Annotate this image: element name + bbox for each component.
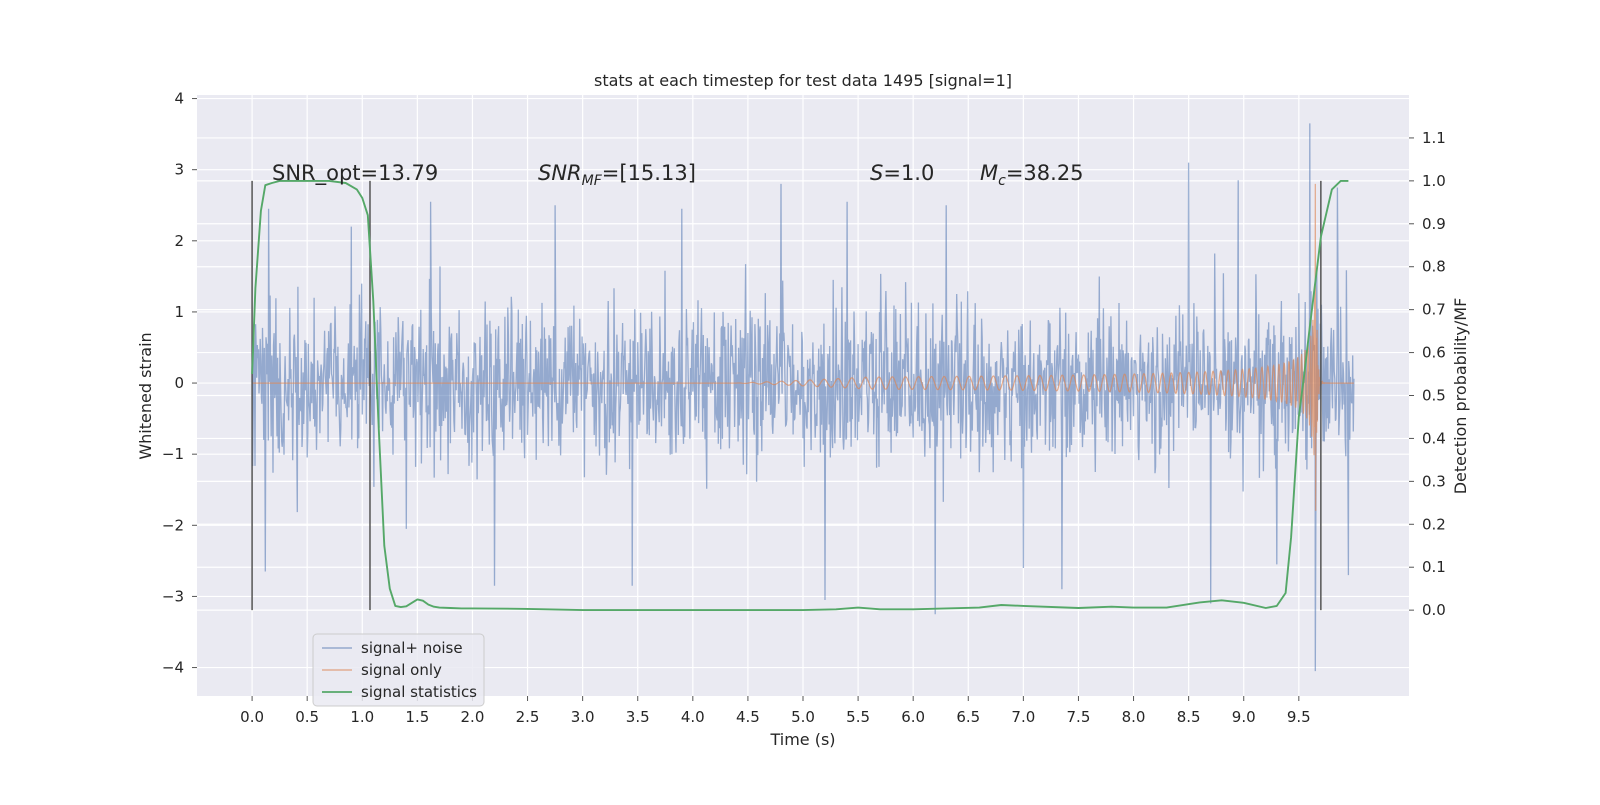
snr-mf-label: SNR xyxy=(538,161,582,185)
chart-title: stats at each timestep for test data 149… xyxy=(594,71,1012,90)
x-tick-label: 5.5 xyxy=(846,708,870,726)
y2-tick-label: 0.2 xyxy=(1422,515,1446,533)
mc-subscript: c xyxy=(998,173,1006,189)
x-axis-title: Time (s) xyxy=(769,730,835,749)
x-tick-label: 4.0 xyxy=(681,708,705,726)
snr-mf-subscript: MF xyxy=(582,173,603,189)
x-tick-label: 7.0 xyxy=(1011,708,1035,726)
legend-label-signal-noise: signal+ noise xyxy=(361,639,463,657)
x-tick-label: 8.5 xyxy=(1177,708,1201,726)
signal-statistics-line xyxy=(251,179,1349,612)
x-tick-label: 3.5 xyxy=(626,708,650,726)
y-tick-label: 1 xyxy=(174,303,184,321)
snr-mf-annotation: SNRMF=[15.13] xyxy=(538,161,696,189)
x-tick-label: 9.5 xyxy=(1287,708,1311,726)
mc-label: M xyxy=(980,161,998,185)
y2-axis-ticks: 1.1 1.0 0.9 0.8 0.7 0.6 0.5 0.4 0.3 0.2 0.1 0.0 xyxy=(1409,129,1446,619)
y-tick-label: −3 xyxy=(162,587,184,605)
x-tick-label: 1.5 xyxy=(405,708,429,726)
y-axis-ticks: 4 3 2 1 0 −1 −2 −3 −4 xyxy=(162,90,197,677)
snr-mf-value: =[15.13] xyxy=(602,161,696,185)
y2-tick-label: 0.9 xyxy=(1422,215,1446,233)
y-tick-label: −4 xyxy=(162,659,184,677)
y-axis-title: Whitened strain xyxy=(136,332,155,459)
x-tick-label: 7.5 xyxy=(1067,708,1091,726)
y2-tick-label: 0.4 xyxy=(1422,429,1446,447)
s-value: =1.0 xyxy=(883,161,934,185)
x-tick-label: 9.0 xyxy=(1232,708,1256,726)
y2-tick-label: 1.1 xyxy=(1422,129,1446,147)
x-tick-label: 4.5 xyxy=(736,708,760,726)
signal-only-series xyxy=(252,183,1354,511)
signal-statistics-series xyxy=(251,179,1349,612)
signal-noise-line xyxy=(251,123,1355,672)
y-tick-label: 3 xyxy=(174,161,184,179)
y2-tick-label: 0.3 xyxy=(1422,472,1446,490)
x-tick-label: 6.0 xyxy=(901,708,925,726)
y-tick-label: 2 xyxy=(174,232,184,250)
mc-value: =38.25 xyxy=(1006,161,1084,185)
x-tick-label: 3.0 xyxy=(571,708,595,726)
x-tick-label: 2.5 xyxy=(516,708,540,726)
y2-tick-label: 0.8 xyxy=(1422,258,1446,276)
x-tick-label: 5.0 xyxy=(791,708,815,726)
y2-tick-label: 0.5 xyxy=(1422,387,1446,405)
x-axis-ticks: 0.0 0.5 1.0 1.5 2.0 2.5 3.0 3.5 4.0 4.5 5.0 5.5 6.0 6… xyxy=(240,696,1311,726)
signal-only-line xyxy=(252,183,1354,511)
y-tick-label: −2 xyxy=(162,516,184,534)
legend: signal+ noise signal only signal statist… xyxy=(312,633,485,707)
legend-label-signal-statistics: signal statistics xyxy=(361,683,477,701)
y2-tick-label: 1.0 xyxy=(1422,172,1446,190)
y-tick-label: 0 xyxy=(174,374,184,392)
mc-annotation: Mc=38.25 xyxy=(980,161,1084,189)
x-tick-label: 6.5 xyxy=(956,708,980,726)
x-tick-label: 0.0 xyxy=(240,708,264,726)
y2-tick-label: 0.0 xyxy=(1422,601,1446,619)
x-tick-label: 1.0 xyxy=(350,708,374,726)
s-label: S xyxy=(870,161,883,185)
s-annotation: S=1.0 xyxy=(870,161,934,185)
x-tick-label: 0.5 xyxy=(295,708,319,726)
snr-opt-annotation: SNR_opt=13.79 xyxy=(272,161,438,186)
y2-axis-title: Detection probability/MF xyxy=(1451,298,1470,495)
legend-label-signal-only: signal only xyxy=(361,661,442,679)
legend-box xyxy=(312,633,485,707)
y-tick-label: −1 xyxy=(162,445,184,463)
signal-noise-series xyxy=(251,123,1355,672)
y2-tick-label: 0.6 xyxy=(1422,344,1446,362)
y2-tick-label: 0.1 xyxy=(1422,558,1446,576)
y2-tick-label: 0.7 xyxy=(1422,301,1446,319)
x-tick-label: 2.0 xyxy=(461,708,485,726)
y-tick-label: 4 xyxy=(174,90,184,108)
x-tick-label: 8.0 xyxy=(1122,708,1146,726)
